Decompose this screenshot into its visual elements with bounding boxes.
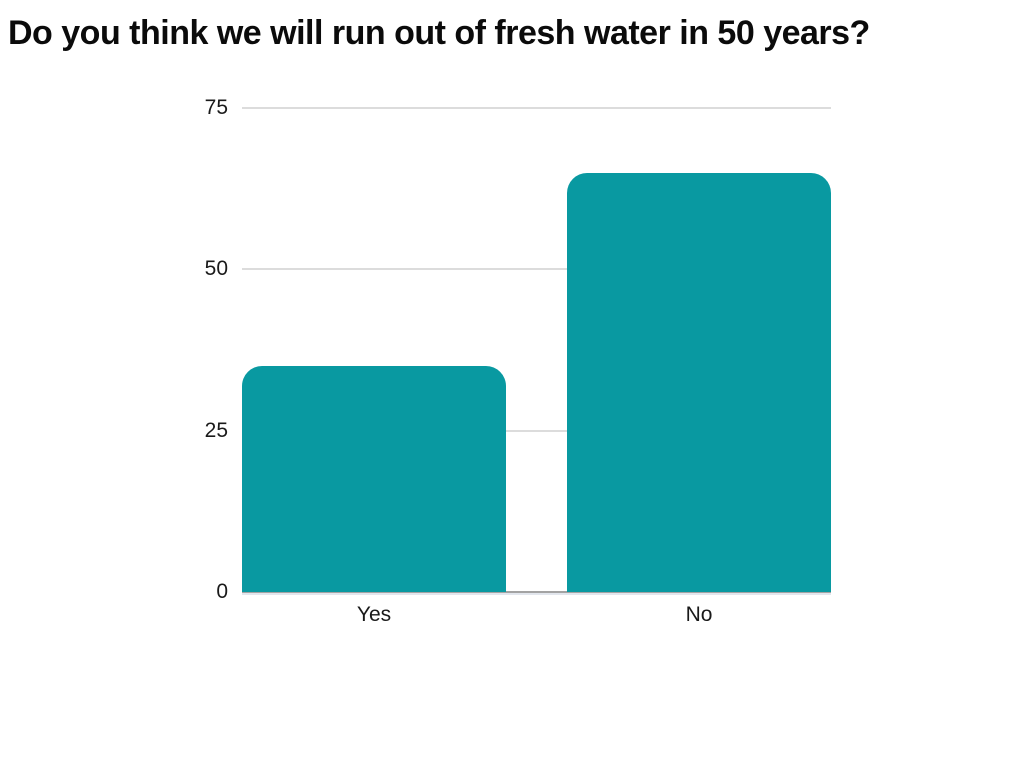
gridline-75 <box>242 107 831 109</box>
x-category-label-no: No <box>685 603 713 626</box>
x-category-label-yes: Yes <box>356 603 392 626</box>
chart-title: Do you think we will run out of fresh wa… <box>8 14 870 52</box>
bar-no <box>567 172 831 592</box>
y-tick-label-50: 50 <box>204 257 228 281</box>
gridline-25 <box>242 429 831 432</box>
bar-yes <box>242 366 506 592</box>
plot-area: 0 25 50 75 Yes No <box>205 96 831 626</box>
x-axis-baseline <box>242 591 831 593</box>
gridline-50 <box>242 268 831 271</box>
y-tick-label-0: 0 <box>216 580 228 603</box>
y-tick-label-75: 75 <box>204 96 228 119</box>
y-tick-label-25: 25 <box>204 418 228 442</box>
